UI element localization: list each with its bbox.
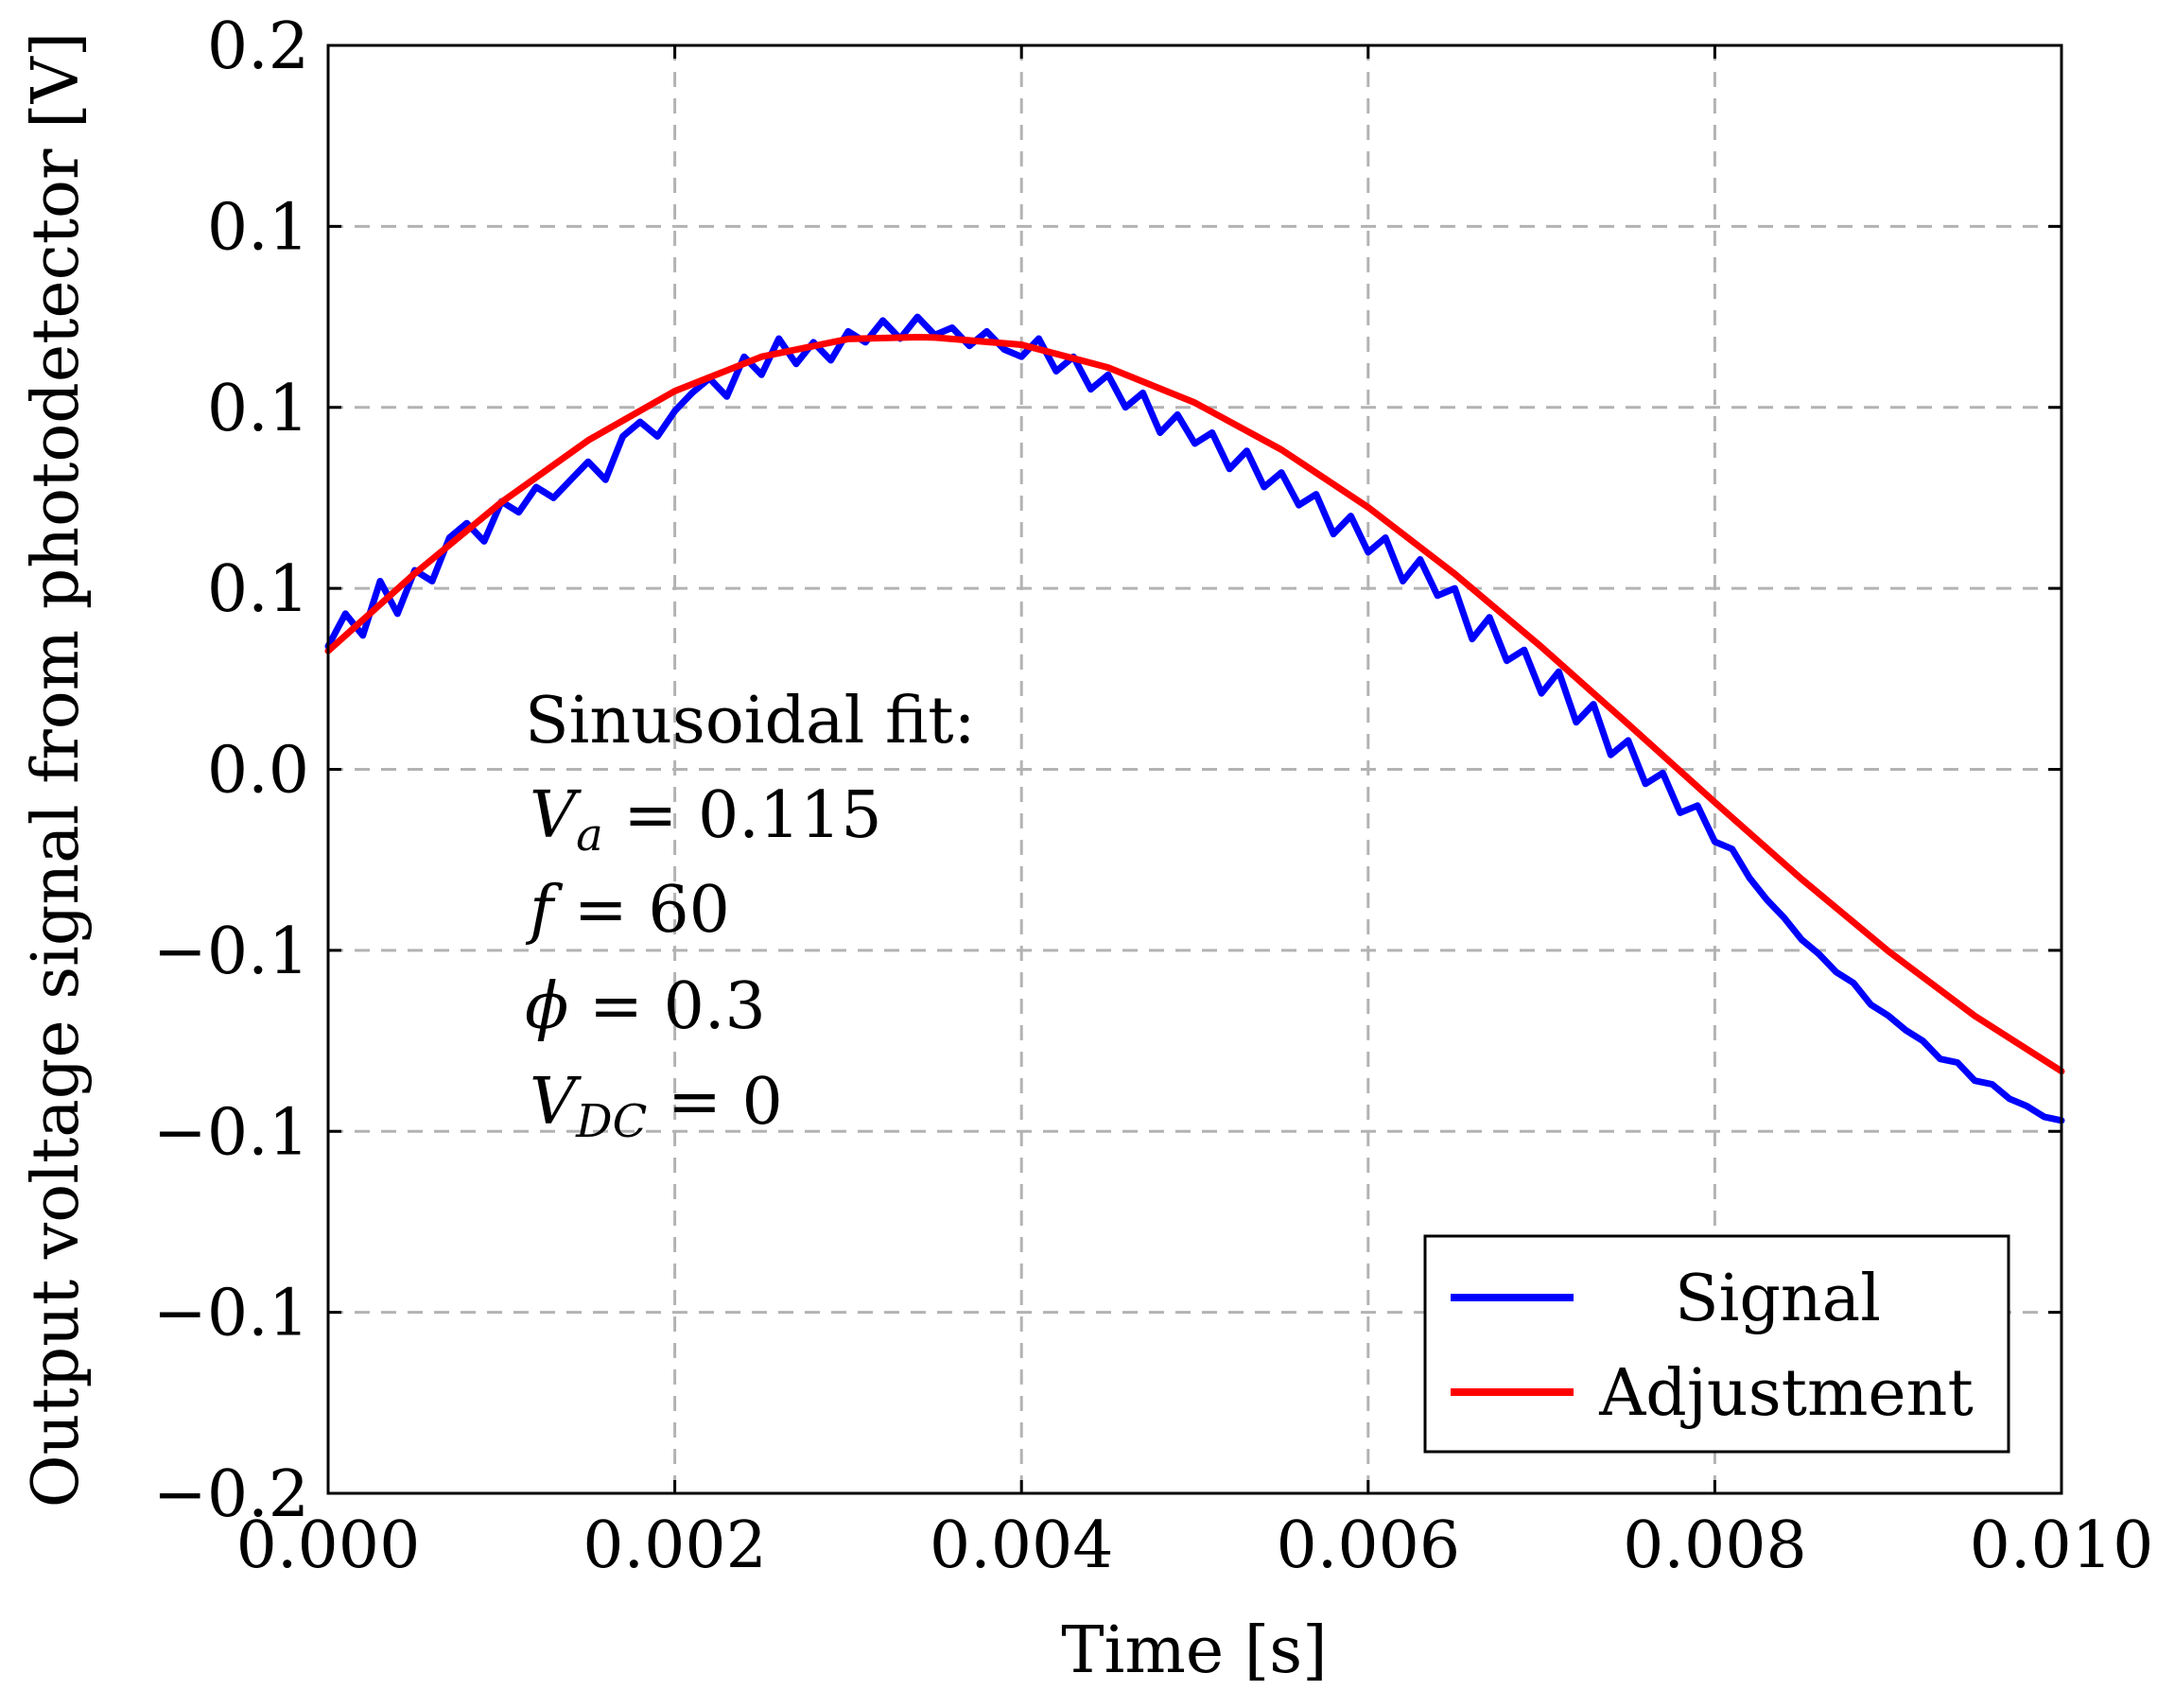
y-tick-label: 0.2 bbox=[207, 9, 309, 84]
y-tick-label: 0.1 bbox=[207, 552, 309, 627]
x-tick-label: 0.006 bbox=[1276, 1508, 1460, 1583]
fit-line-f: f = 60 bbox=[525, 873, 730, 948]
y-axis-title: Output voltage signal from photodetector… bbox=[19, 32, 94, 1508]
y-tick-label: 0.0 bbox=[207, 734, 309, 809]
legend-adjustment-label: Adjustment bbox=[1598, 1356, 1974, 1431]
signal-line bbox=[324, 313, 2065, 1124]
y-tick-label: −0.1 bbox=[153, 1277, 309, 1351]
y-tick-label: −0.1 bbox=[153, 1095, 309, 1170]
adjustment-line bbox=[324, 334, 2065, 1075]
ticks: 0.000 0.002 0.004 0.006 0.008 0.010 0.2 0.1 0.1 0… bbox=[153, 9, 2153, 1583]
fit-annotation: Sinusoidal fit: Va = 0.115 f = 60 ϕ = 0.… bbox=[525, 684, 976, 1148]
fit-heading: Sinusoidal fit: bbox=[525, 684, 976, 758]
x-tick-label: 0.000 bbox=[236, 1508, 421, 1583]
x-tick-label: 0.002 bbox=[583, 1508, 767, 1583]
series-layer bbox=[324, 313, 2065, 1124]
legend-box bbox=[1423, 1234, 2010, 1454]
x-axis-title: Time [s] bbox=[1061, 1613, 1327, 1688]
y-tick-label: 0.1 bbox=[207, 372, 309, 446]
fit-line-va: Va = 0.115 bbox=[530, 778, 882, 862]
x-tick-label: 0.010 bbox=[1970, 1508, 2154, 1583]
legend: Signal Adjustment bbox=[1423, 1234, 2010, 1454]
fit-line-vdc: VDC = 0 bbox=[530, 1065, 783, 1148]
y-tick-label: 0.1 bbox=[207, 190, 309, 265]
fit-line-phi: ϕ = 0.3 bbox=[525, 969, 766, 1044]
legend-signal-label: Signal bbox=[1675, 1262, 1881, 1336]
y-tick-label: −0.2 bbox=[153, 1457, 309, 1532]
x-tick-label: 0.008 bbox=[1623, 1508, 1807, 1583]
x-tick-label: 0.004 bbox=[930, 1508, 1114, 1583]
y-tick-label: −0.1 bbox=[153, 915, 309, 989]
